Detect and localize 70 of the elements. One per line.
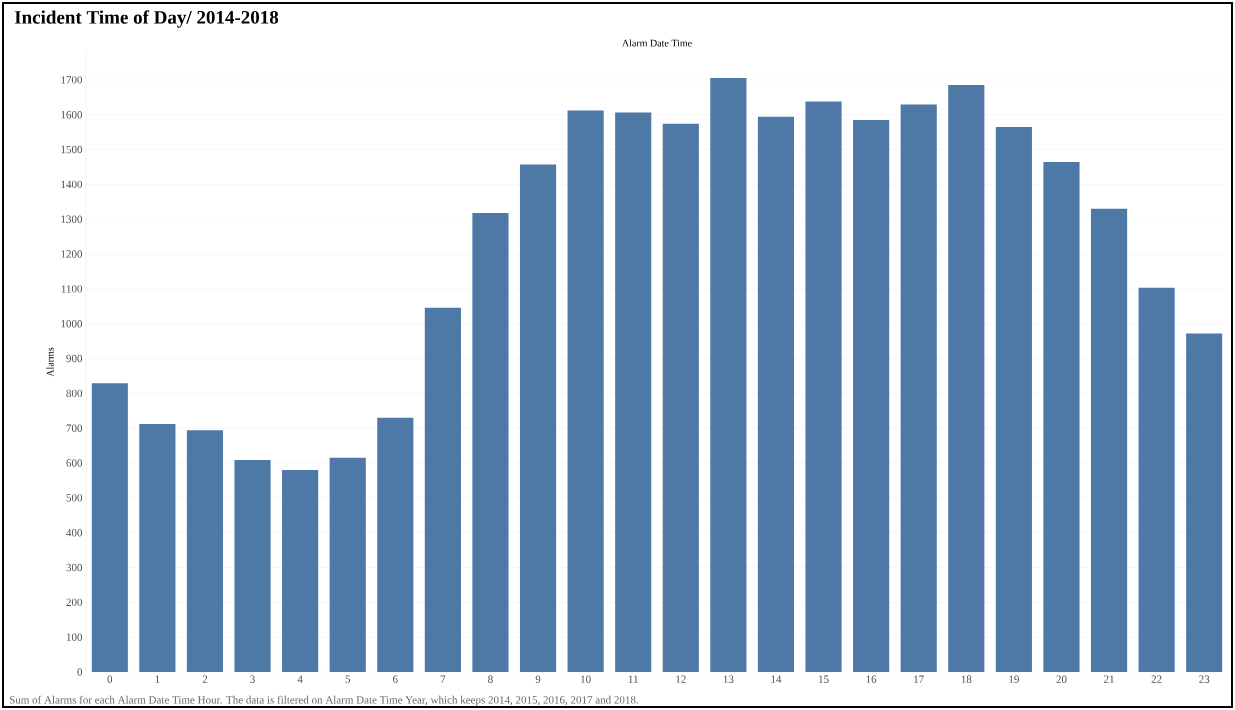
bar (662, 123, 699, 672)
y-tick-label: 400 (66, 528, 83, 537)
bar (710, 78, 747, 672)
y-tick-label: 900 (66, 354, 83, 363)
x-tick-label: 6 (393, 675, 398, 683)
x-tick-label: 10 (581, 675, 591, 683)
y-tick-label: 1100 (61, 285, 83, 293)
bar (186, 430, 224, 672)
x-tick-label: 14 (771, 675, 782, 683)
bar (1090, 208, 1128, 672)
bar (567, 110, 604, 672)
x-tick-label: 15 (819, 675, 829, 683)
y-tick-label: 1600 (61, 110, 83, 119)
x-tick-label: 2 (202, 675, 208, 683)
x-tick-label: 18 (961, 675, 972, 683)
bar (1043, 162, 1080, 672)
y-tick-label: 1000 (61, 319, 83, 328)
bar (139, 424, 176, 672)
y-tick-label: 700 (66, 424, 83, 432)
x-tick-label: 16 (866, 675, 877, 683)
y-tick-label: 100 (66, 633, 83, 641)
y-tick-label: 200 (66, 598, 83, 607)
x-tick-label: 11 (628, 675, 638, 683)
x-tick-label: 20 (1056, 675, 1067, 683)
x-tick-label: 1 (155, 675, 160, 683)
bar (282, 469, 319, 672)
bar (853, 119, 890, 672)
x-tick-label: 7 (440, 675, 446, 683)
bar (472, 212, 509, 672)
text: Sum of Alarms for each Alarm Date Time Hour. The data is filtered on Alarm Date Time Year, which keeps 2014, 2015, 2016, 2017 and 2018. (9, 695, 638, 706)
bar (377, 417, 414, 672)
y-tick-label: 1500 (61, 145, 83, 154)
bar (1186, 333, 1223, 672)
bar (519, 164, 557, 672)
y-axis-title: Alarms (46, 347, 54, 377)
x-tick-label: 0 (107, 675, 113, 683)
x-tick-label: 9 (535, 675, 541, 683)
x-tick-label: 12 (676, 675, 686, 683)
bar (805, 101, 842, 672)
x-tick-label: 23 (1199, 675, 1210, 683)
bar (234, 459, 271, 672)
bar (900, 104, 937, 672)
y-tick-label: 1200 (61, 250, 83, 258)
y-tick-label: 300 (66, 563, 83, 572)
bar (757, 116, 795, 672)
x-axis-title: Alarm Date Time (622, 39, 692, 47)
bar (615, 112, 652, 672)
x-tick-label: 21 (1104, 675, 1114, 683)
bar (424, 307, 461, 672)
x-tick-label: 3 (250, 675, 255, 683)
bar (995, 126, 1032, 672)
bar (1138, 287, 1175, 672)
chart-title: Incident Time of Day/ 2014-2018 (14, 10, 279, 28)
x-tick-label: 13 (723, 675, 734, 683)
bar (91, 383, 128, 672)
x-tick-label: 17 (914, 675, 924, 683)
bar (329, 457, 366, 672)
y-tick-label: 1300 (61, 215, 83, 223)
y-tick-label: 800 (66, 389, 83, 398)
y-tick-label: 1700 (61, 76, 83, 84)
x-tick-label: 8 (488, 675, 493, 683)
x-tick-label: 5 (345, 675, 351, 683)
y-tick-label: 500 (66, 494, 83, 502)
x-tick-label: 19 (1009, 675, 1019, 683)
y-tick-label: 600 (66, 459, 83, 467)
y-tick-label: 0 (77, 668, 83, 676)
y-tick-label: 1400 (61, 180, 83, 189)
bar (948, 85, 985, 672)
x-tick-label: 4 (297, 675, 303, 683)
x-tick-label: 22 (1151, 675, 1162, 683)
